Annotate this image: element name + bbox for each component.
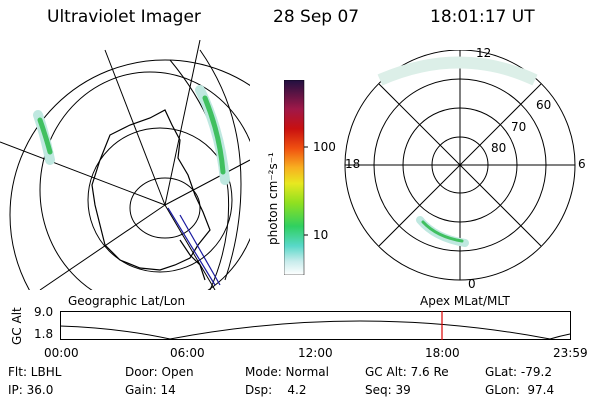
time-label: 18:01:17 UT <box>430 7 535 27</box>
mlt-label-12: 12 <box>476 46 492 60</box>
status-dsp: Dsp: 4.2 <box>245 383 307 397</box>
mlt-label-0: 0 <box>468 277 476 291</box>
polar-plot <box>344 50 576 281</box>
time-tick: 23:59 <box>553 346 588 360</box>
peninsula-outline <box>179 239 206 281</box>
meridian-line <box>104 49 166 206</box>
orbit-track-line <box>167 207 216 286</box>
latitude-circle <box>39 71 250 290</box>
meridian-line <box>164 40 201 206</box>
status-ip: IP: 36.0 <box>8 383 54 397</box>
meridian-line <box>39 204 166 290</box>
colorbar-gradient <box>284 80 305 275</box>
date-label: 28 Sep 07 <box>273 7 360 27</box>
status-mode: Mode: Normal <box>245 365 329 379</box>
mlt-label-18: 18 <box>345 157 361 171</box>
aurora-emission <box>377 56 538 86</box>
aurora-emission <box>37 117 53 155</box>
altitude-y-tick: 1.8 <box>34 327 54 341</box>
orbit-track-line <box>179 214 221 286</box>
meridian-line <box>0 141 166 206</box>
polar-mlt-line <box>378 83 542 247</box>
latitude-circle <box>129 177 201 239</box>
altitude-plot <box>60 311 571 340</box>
meridian-line <box>164 204 216 290</box>
colorbar <box>284 80 308 275</box>
status-filter: Flt: LBHL <box>8 365 62 379</box>
status-glon: GLon: 97.4 <box>485 383 555 397</box>
altitude-curve <box>60 320 571 340</box>
projection-label-left: Geographic Lat/Lon <box>68 294 186 308</box>
colorbar-tick-label: 10 <box>313 228 329 242</box>
meridian-line <box>169 59 230 290</box>
colorbar-tick-label: 100 <box>313 140 336 154</box>
altitude-frame <box>60 311 571 340</box>
status-glat: GLat: -79.2 <box>485 365 552 379</box>
lat-label-70: 70 <box>511 120 527 134</box>
status-seq: Seq: 39 <box>365 383 411 397</box>
mlt-label-6: 6 <box>578 157 586 171</box>
time-tick: 00:00 <box>44 346 79 360</box>
geographic-map <box>0 40 250 290</box>
time-tick: 12:00 <box>298 346 333 360</box>
lat-label-80: 80 <box>491 141 507 155</box>
time-tick: 18:00 <box>425 346 460 360</box>
meridian-line <box>164 159 250 206</box>
status-door: Door: Open <box>125 365 194 379</box>
latitude-circle <box>87 127 233 273</box>
aurora-emission <box>202 95 226 175</box>
antarctica-outline <box>91 109 211 271</box>
meridian-line <box>199 49 242 281</box>
altitude-axis-label: GC Alt <box>10 307 24 345</box>
lat-label-60: 60 <box>536 98 552 112</box>
altitude-y-tick: 9.0 <box>34 305 54 319</box>
earth-limb <box>9 59 250 290</box>
time-tick: 06:00 <box>170 346 205 360</box>
projection-label-right: Apex MLat/MLT <box>420 294 510 308</box>
colorbar-label: photon cm⁻²s⁻¹ <box>266 152 280 245</box>
instrument-title: Ultraviolet Imager <box>47 7 201 27</box>
status-gc-alt: GC Alt: 7.6 Re <box>365 365 449 379</box>
aurora-emission <box>421 220 464 243</box>
status-gain: Gain: 14 <box>125 383 176 397</box>
